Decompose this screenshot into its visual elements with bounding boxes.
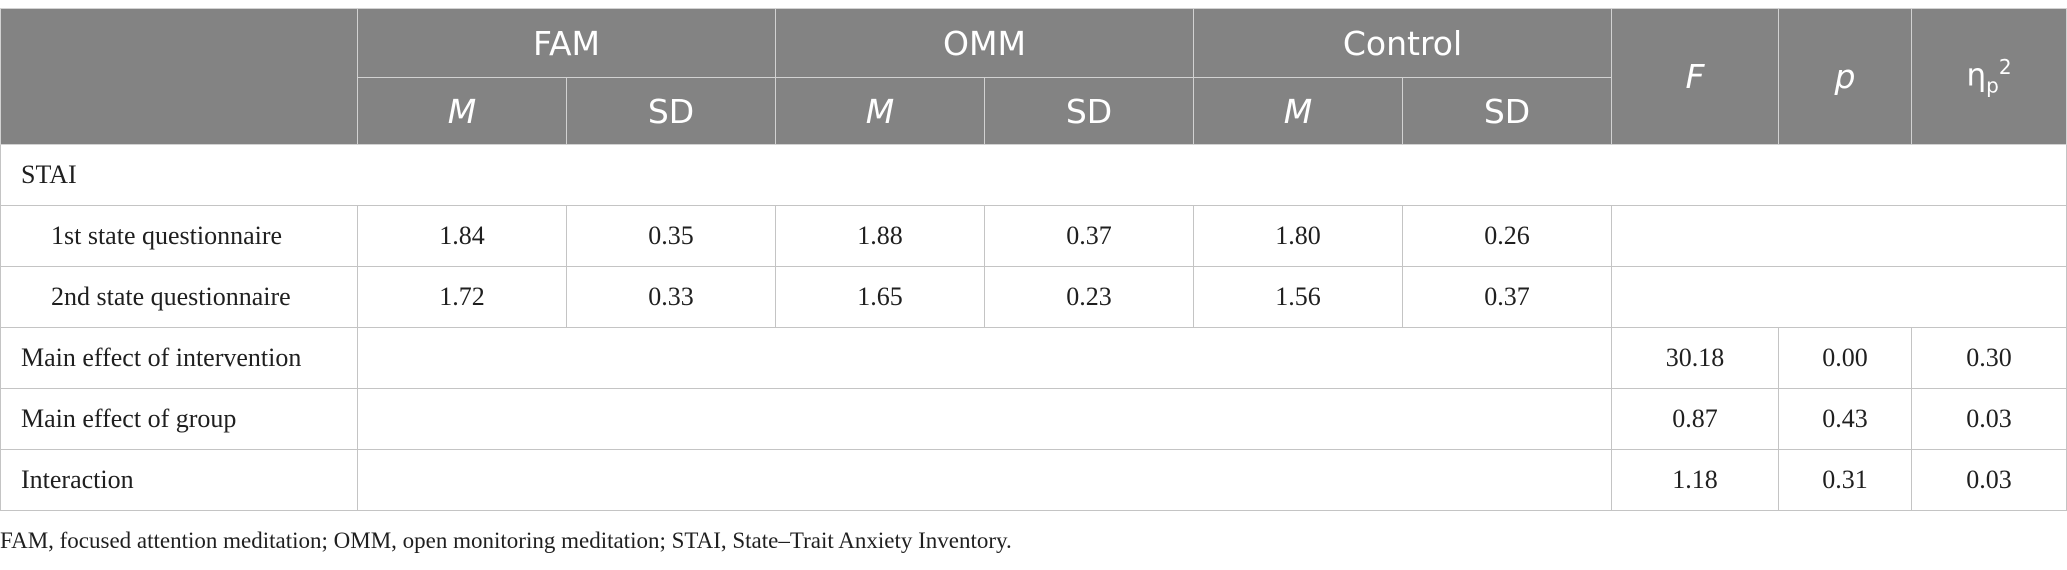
cell-p: 0.00 xyxy=(1778,327,1913,389)
results-table: FAM OMM Control F p ηp2 M SD M SD M SD S… xyxy=(0,8,2067,511)
header-fam-sd: SD xyxy=(566,77,776,145)
header-p: p xyxy=(1778,8,1913,145)
cell-omm-sd: 0.37 xyxy=(983,205,1195,267)
table-row-section: STAI xyxy=(0,144,2067,206)
cell-omm-m: 1.65 xyxy=(775,266,985,328)
table-row-q1: 1st state questionnaire 1.84 0.35 1.88 0… xyxy=(0,205,2067,267)
section-label: STAI xyxy=(0,144,2067,206)
cell-empty-groups xyxy=(356,327,1613,389)
header-fam-m: M xyxy=(357,77,567,145)
eta-symbol: η xyxy=(1966,57,1987,94)
cell-fam-m: 1.72 xyxy=(357,266,567,328)
header-corner xyxy=(0,8,358,145)
cell-empty-stats xyxy=(1611,205,2067,267)
table-row-intervention: Main effect of intervention 30.18 0.00 0… xyxy=(0,327,2067,389)
row-label: 1st state questionnaire xyxy=(0,205,358,267)
cell-p: 0.43 xyxy=(1778,388,1913,450)
cell-p: 0.31 xyxy=(1778,449,1913,511)
cell-fam-sd: 0.35 xyxy=(566,205,776,267)
table-row-interaction: Interaction 1.18 0.31 0.03 xyxy=(0,449,2067,511)
header-control-m: M xyxy=(1193,77,1404,145)
row-label: Main effect of group xyxy=(0,388,358,450)
cell-control-sd: 0.37 xyxy=(1402,266,1613,328)
header-control: Control xyxy=(1193,8,1613,78)
table-header: FAM OMM Control F p ηp2 M SD M SD M SD xyxy=(0,8,2067,145)
cell-omm-sd: 0.23 xyxy=(983,266,1195,328)
cell-control-sd: 0.26 xyxy=(1402,205,1613,267)
row-label: Interaction xyxy=(0,449,358,511)
header-omm-m: M xyxy=(775,77,985,145)
eta-subscript: p xyxy=(1986,73,1999,98)
cell-eta: 0.30 xyxy=(1911,327,2067,389)
table-body: STAI 1st state questionnaire 1.84 0.35 1… xyxy=(0,144,2067,511)
header-omm-sd: SD xyxy=(983,77,1195,145)
header-eta-squared: ηp2 xyxy=(1911,8,2067,145)
cell-omm-m: 1.88 xyxy=(775,205,985,267)
cell-empty-stats xyxy=(1611,266,2067,328)
cell-fam-sd: 0.33 xyxy=(566,266,776,328)
cell-control-m: 1.56 xyxy=(1193,266,1404,328)
cell-f: 0.87 xyxy=(1611,388,1780,450)
cell-empty-groups xyxy=(356,388,1613,450)
table-row-group: Main effect of group 0.87 0.43 0.03 xyxy=(0,388,2067,450)
header-fam: FAM xyxy=(357,8,776,78)
cell-f: 1.18 xyxy=(1611,449,1780,511)
header-omm: OMM xyxy=(774,8,1195,78)
cell-fam-m: 1.84 xyxy=(357,205,567,267)
table-footnote: FAM, focused attention meditation; OMM, … xyxy=(0,528,1012,553)
header-control-sd: SD xyxy=(1402,77,1613,145)
eta-superscript: 2 xyxy=(1998,55,2012,80)
row-label: 2nd state questionnaire xyxy=(0,266,358,328)
cell-eta: 0.03 xyxy=(1911,388,2067,450)
cell-empty-groups xyxy=(356,449,1613,511)
cell-control-m: 1.80 xyxy=(1193,205,1404,267)
cell-eta: 0.03 xyxy=(1911,449,2067,511)
cell-f: 30.18 xyxy=(1611,327,1780,389)
row-label: Main effect of intervention xyxy=(0,327,358,389)
table-row-q2: 2nd state questionnaire 1.72 0.33 1.65 0… xyxy=(0,266,2067,328)
header-f: F xyxy=(1611,8,1780,145)
